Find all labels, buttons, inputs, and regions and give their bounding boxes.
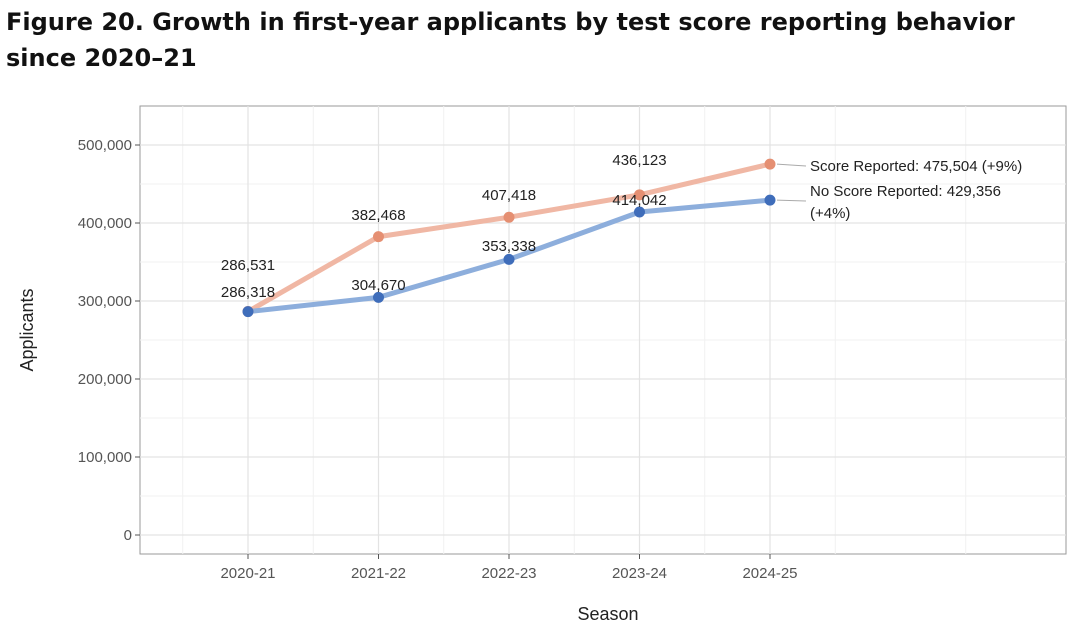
data-point [503,211,515,223]
data-point [373,291,384,303]
y-tick-label: 300,000 [78,293,132,310]
end-label: (+4%) [810,205,850,222]
data-point [634,189,645,201]
y-tick-label: 100,000 [78,449,132,466]
y-tick-label: 500,000 [78,137,132,154]
y-tick-label: 200,000 [78,371,132,388]
data-point [503,253,515,265]
data-point [634,206,645,218]
leader-line [776,199,807,202]
data-point [242,306,254,318]
end-label: No Score Reported: 429,356 [810,183,1001,200]
data-point [764,158,776,170]
y-tick-label: 0 [124,527,132,544]
x-tick-label: 2024-25 [742,565,797,582]
data-point [764,194,776,206]
x-axis-title: Season [577,604,638,624]
data-label: 382,468 [351,207,405,224]
y-tick-label: 400,000 [78,215,132,232]
plot-panel [139,105,1067,555]
data-label: 286,318 [221,284,275,301]
x-tick-label: 2023-24 [612,565,667,582]
data-label: 353,338 [482,238,536,255]
data-point [373,231,384,243]
data-label: 436,123 [612,152,666,169]
end-label: Score Reported: 475,504 (+9%) [810,158,1022,175]
data-label: 304,670 [351,277,405,294]
figure-title: Figure 20. Growth in first-year applican… [6,8,1015,72]
data-label: 414,042 [612,192,666,209]
data-label: 407,418 [482,187,536,204]
x-tick-label: 2021-22 [351,565,406,582]
leader-line [776,163,807,167]
y-axis-title: Applicants [17,288,37,371]
data-label: 286,531 [221,257,275,274]
x-tick-label: 2020-21 [220,565,275,582]
x-tick-label: 2022-23 [481,565,536,582]
